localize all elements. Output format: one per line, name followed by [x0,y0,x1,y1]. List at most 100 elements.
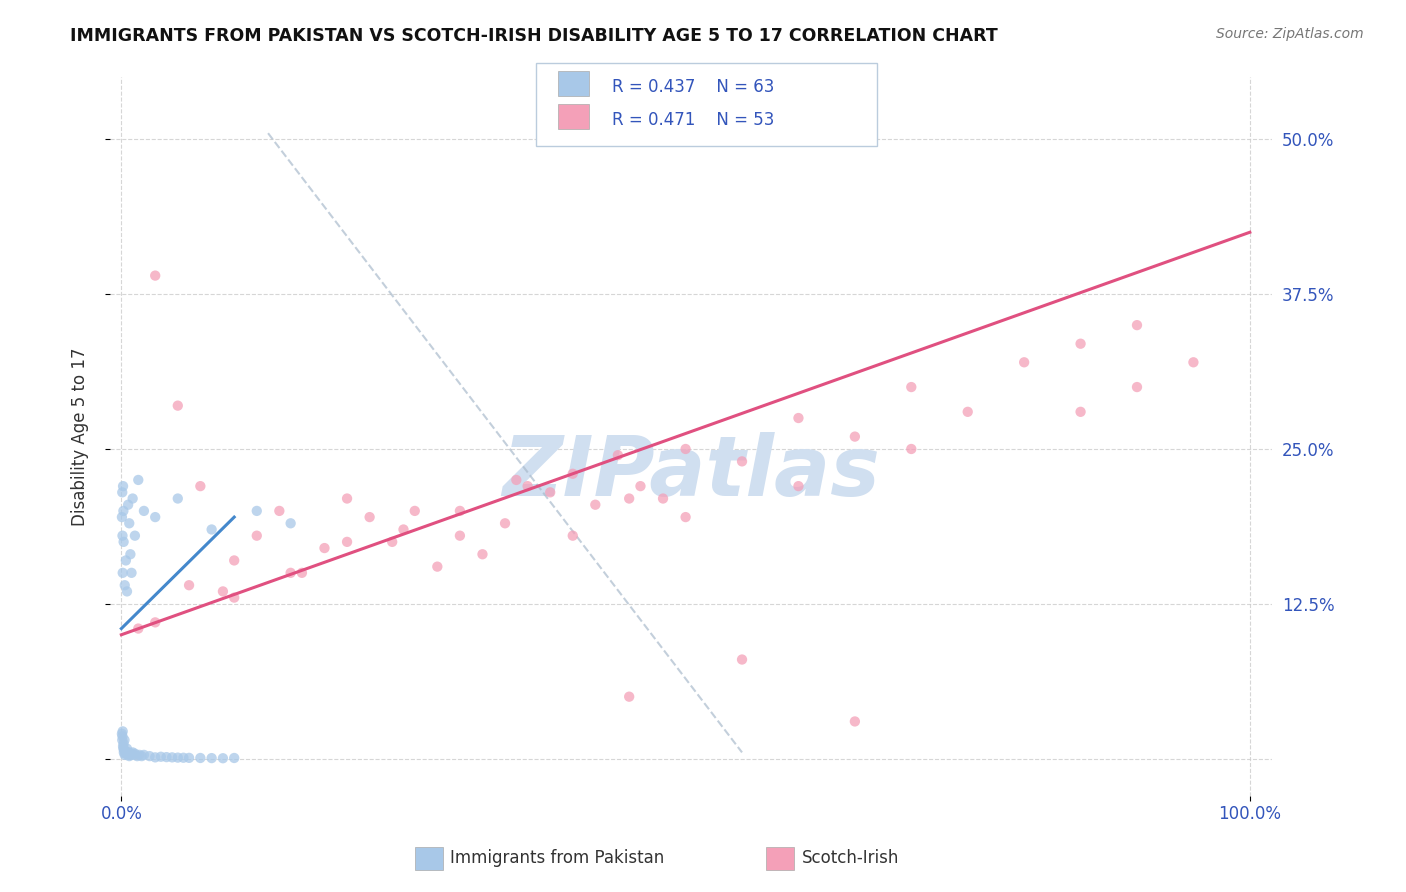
Point [224,591,246,605]
Text: Source: ZipAtlas.com: Source: ZipAtlas.com [1216,27,1364,41]
Point [121,746,143,760]
Point [160,750,183,764]
Point [583,498,606,512]
Point [505,473,527,487]
Point [538,485,561,500]
Point [201,523,224,537]
Text: R = 0.437    N = 63: R = 0.437 N = 63 [612,78,773,95]
Point [956,405,979,419]
Point [177,578,200,592]
Point [111,724,134,739]
Point [494,516,516,531]
Point [280,566,302,580]
Point [143,268,166,283]
Point [155,750,177,764]
Point [617,491,640,506]
Point [115,584,138,599]
Point [1182,355,1205,369]
Point [112,746,135,760]
Point [111,566,134,580]
Point [336,491,359,506]
Point [224,553,246,567]
Point [120,547,142,561]
Point [516,479,538,493]
Point [117,747,139,761]
Point [561,467,583,481]
Point [1126,318,1149,333]
Point [314,541,336,555]
Point [112,743,135,757]
Point [188,479,211,493]
Point [112,504,135,518]
Text: IMMIGRANTS FROM PAKISTAN VS SCOTCH-IRISH DISABILITY AGE 5 TO 17 CORRELATION CHAR: IMMIGRANTS FROM PAKISTAN VS SCOTCH-IRISH… [70,27,998,45]
Point [127,749,149,764]
Point [143,750,166,764]
Point [224,751,246,765]
Point [675,510,697,524]
Point [336,534,359,549]
Point [404,504,426,518]
Point [128,747,150,762]
Point [127,622,149,636]
Point [121,491,143,506]
Point [212,751,235,765]
Point [112,534,135,549]
Point [121,747,143,761]
Text: Scotch-Irish: Scotch-Irish [801,849,898,867]
Point [844,429,866,443]
Point [118,749,141,764]
Point [652,491,675,506]
Point [112,739,135,754]
Point [118,746,141,760]
Point [124,529,146,543]
Point [115,741,138,756]
Point [606,448,628,462]
Point [111,727,134,741]
Point [787,411,810,425]
Point [117,747,139,762]
Point [115,744,138,758]
Point [269,504,291,518]
Point [381,534,404,549]
Point [115,746,138,760]
Point [471,547,494,561]
Point [112,741,135,756]
Text: R = 0.471    N = 53: R = 0.471 N = 53 [612,112,773,129]
Point [114,747,136,762]
Point [1012,355,1035,369]
Point [117,498,139,512]
Point [127,473,149,487]
Point [111,485,134,500]
Point [111,733,134,747]
Point [111,510,134,524]
Point [731,454,754,468]
Text: ZIPatlas: ZIPatlas [502,432,880,513]
Point [188,751,211,765]
Point [115,553,138,567]
Point [201,751,224,765]
Point [359,510,381,524]
Point [118,516,141,531]
Point [166,750,188,764]
Point [138,749,160,764]
Point [143,615,166,630]
Point [449,529,471,543]
Point [166,399,188,413]
Point [617,690,640,704]
Point [280,516,302,531]
Point [122,747,145,762]
Point [675,442,697,456]
Point [112,737,135,751]
Text: Immigrants from Pakistan: Immigrants from Pakistan [450,849,664,867]
Point [112,479,135,493]
Point [561,529,583,543]
Point [212,584,235,599]
Point [246,504,269,518]
Point [1126,380,1149,394]
Point [787,479,810,493]
Point [900,380,922,394]
Point [177,751,200,765]
Point [1070,405,1092,419]
Point [111,529,134,543]
Point [111,729,134,743]
